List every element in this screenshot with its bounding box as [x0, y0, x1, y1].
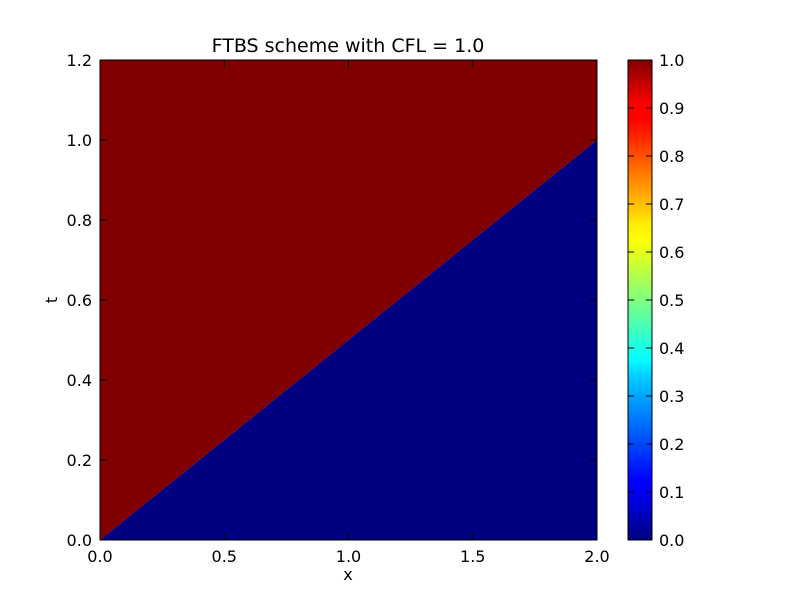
- x-tick-label: 0.0: [87, 547, 112, 566]
- colorbar-tick-label: 0.5: [659, 291, 684, 310]
- x-axis: 0.0 0.5 1.0 1.5 2.0: [87, 60, 610, 566]
- x-tick-label: 2.0: [584, 547, 609, 566]
- x-tick-label: 1.0: [336, 547, 361, 566]
- colorbar-tick-label: 0.3: [659, 387, 684, 406]
- colorbar-tick-label: 0.0: [659, 531, 684, 550]
- chart-title: FTBS scheme with CFL = 1.0: [212, 35, 485, 57]
- colorbar: 0.0 0.1 0.2 0.3 0.4 0.5 0.6 0.7 0.8 0.9 1.0: [627, 51, 684, 550]
- y-axis: 0.0 0.2 0.4 0.6 0.8 1.0 1.2: [67, 51, 597, 550]
- colorbar-tick-label: 0.6: [659, 243, 684, 262]
- colorbar-tick-label: 0.8: [659, 147, 684, 166]
- region-lower-right: [100, 140, 597, 540]
- x-axis-label: x: [343, 565, 352, 584]
- plot-area: [99, 59, 598, 541]
- colorbar-tick-label: 1.0: [659, 51, 684, 70]
- x-tick-label: 0.5: [212, 547, 237, 566]
- colorbar-tick-label: 0.2: [659, 435, 684, 454]
- y-tick-label: 0.4: [67, 371, 92, 390]
- y-axis-label: t: [42, 297, 61, 303]
- colorbar-tick-label: 0.9: [659, 99, 684, 118]
- y-tick-label: 0.6: [67, 291, 92, 310]
- colorbar-tick-label: 0.1: [659, 483, 684, 502]
- region-upper-left: [100, 60, 597, 540]
- colorbar-tick-label: 0.4: [659, 339, 684, 358]
- y-tick-label: 0.8: [67, 211, 92, 230]
- y-tick-label: 0.0: [67, 531, 92, 550]
- y-tick-label: 1.2: [67, 51, 92, 70]
- y-tick-label: 1.0: [67, 131, 92, 150]
- y-tick-label: 0.2: [67, 451, 92, 470]
- colorbar-tick-label: 0.7: [659, 195, 684, 214]
- x-tick-label: 1.5: [460, 547, 485, 566]
